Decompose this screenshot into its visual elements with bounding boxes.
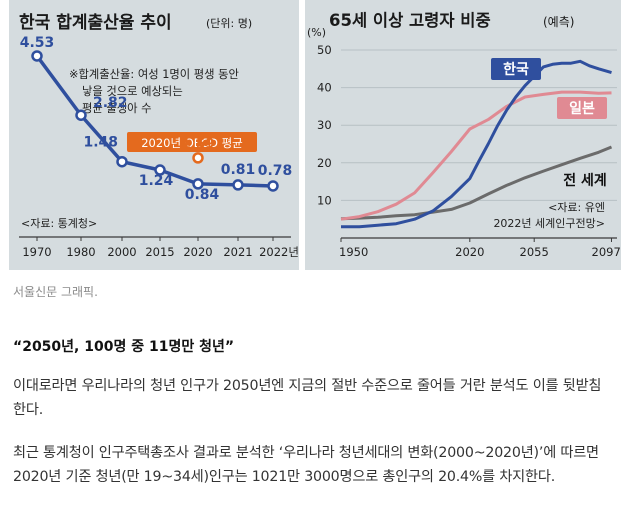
x-tick-label: 2020	[455, 245, 484, 259]
x-tick-label: 1970	[22, 245, 51, 259]
value-label: 0.84	[185, 187, 220, 203]
data-point	[192, 178, 204, 190]
data-point	[232, 179, 244, 191]
oecd-point	[192, 152, 204, 164]
x-tick-label: 1980	[66, 245, 95, 259]
data-point	[75, 109, 87, 121]
y-tick-label: 40	[317, 81, 332, 95]
data-point	[154, 164, 166, 176]
value-label: 2.82	[93, 95, 128, 111]
value-label: 1.48	[83, 135, 118, 151]
fertility-chart-panel: 한국 합계출산율 추이 (단위: 명) ※합계출산율: 여성 1명이 평생 동안…	[9, 0, 299, 270]
x-tick-label: 2000	[107, 245, 136, 259]
series-label: 일본	[569, 101, 595, 117]
y-tick-label: 30	[317, 118, 332, 132]
data-point	[267, 180, 279, 192]
chart-title-suffix: (예측)	[543, 15, 574, 29]
oecd-badge-background	[127, 132, 257, 152]
value-label: 1.24	[139, 173, 174, 189]
data-point	[116, 155, 128, 168]
source-note: <자료: 통계청>	[21, 217, 97, 230]
oecd-label: 2020년 OECD 평균	[141, 136, 243, 150]
chart-title: 한국 합계출산율 추이	[19, 12, 172, 33]
x-tick-label: 2022년	[259, 245, 299, 259]
x-tick-label: 2021	[223, 245, 252, 259]
series-line	[340, 90, 612, 221]
chart-unit: (단위: 명)	[206, 17, 252, 30]
fertility-chart: 한국 합계출산율 추이 (단위: 명) ※합계출산율: 여성 1명이 평생 동안…	[19, 12, 299, 259]
note-line-3: 평균 출생아 수	[82, 102, 152, 115]
x-tick-label: 2015	[145, 245, 174, 259]
oecd-badge: 2020년 OECD 평균	[127, 132, 257, 152]
oecd-value-label: 1.59	[181, 136, 214, 152]
x-tick-label: 2097년	[592, 245, 621, 259]
chart-title: 65세 이상 고령자 비중	[329, 10, 491, 30]
note-line-1: ※합계출산율: 여성 1명이 평생 동안	[69, 68, 239, 81]
y-axis-unit: (%)	[307, 26, 326, 39]
article-paragraph: 최근 통계청이 인구주택총조사 결과로 분석한 ‘우리나라 청년세대의 변화(2…	[13, 445, 599, 485]
x-tick-label: 2055	[520, 245, 549, 259]
series-label: 전 세계	[563, 172, 607, 189]
image-caption: 서울신문 그래픽.	[13, 285, 98, 299]
source-line-1: <자료: 유엔	[548, 201, 605, 214]
y-tick-label: 50	[317, 43, 332, 57]
source-line-2: 2022년 세계인구전망>	[493, 217, 605, 230]
x-tick-label: 2020	[183, 245, 212, 259]
data-point	[31, 50, 43, 62]
series-line	[340, 145, 613, 221]
y-tick-label: 10	[317, 193, 332, 207]
series-tag-background	[557, 97, 607, 119]
series-tag-background	[491, 58, 541, 80]
y-tick-label: 20	[317, 156, 332, 170]
value-label: 4.53	[20, 35, 55, 51]
aging-chart: 65세 이상 고령자 비중 (예측) (%) 10 20 30 40 50 1950 202…	[307, 10, 621, 259]
x-tick-label: 1950	[339, 245, 368, 259]
infographic: 한국 합계출산율 추이 (단위: 명) ※합계출산율: 여성 1명이 평생 동안…	[9, 0, 621, 270]
article-paragraph: 이대로라면 우리나라의 청년 인구가 2050년엔 지금의 절반 수준으로 줄어…	[13, 378, 602, 418]
value-label: 0.81	[221, 162, 256, 178]
section-heading: “2050년, 100명 중 11명만 청년”	[13, 339, 235, 355]
note-line-2: 낳을 것으로 예상되는	[82, 85, 183, 98]
aging-chart-panel: 65세 이상 고령자 비중 (예측) (%) 10 20 30 40 50 1950 202…	[305, 0, 621, 270]
series-label: 한국	[503, 62, 529, 78]
value-label: 0.78	[258, 163, 293, 179]
series-line	[341, 59, 612, 229]
